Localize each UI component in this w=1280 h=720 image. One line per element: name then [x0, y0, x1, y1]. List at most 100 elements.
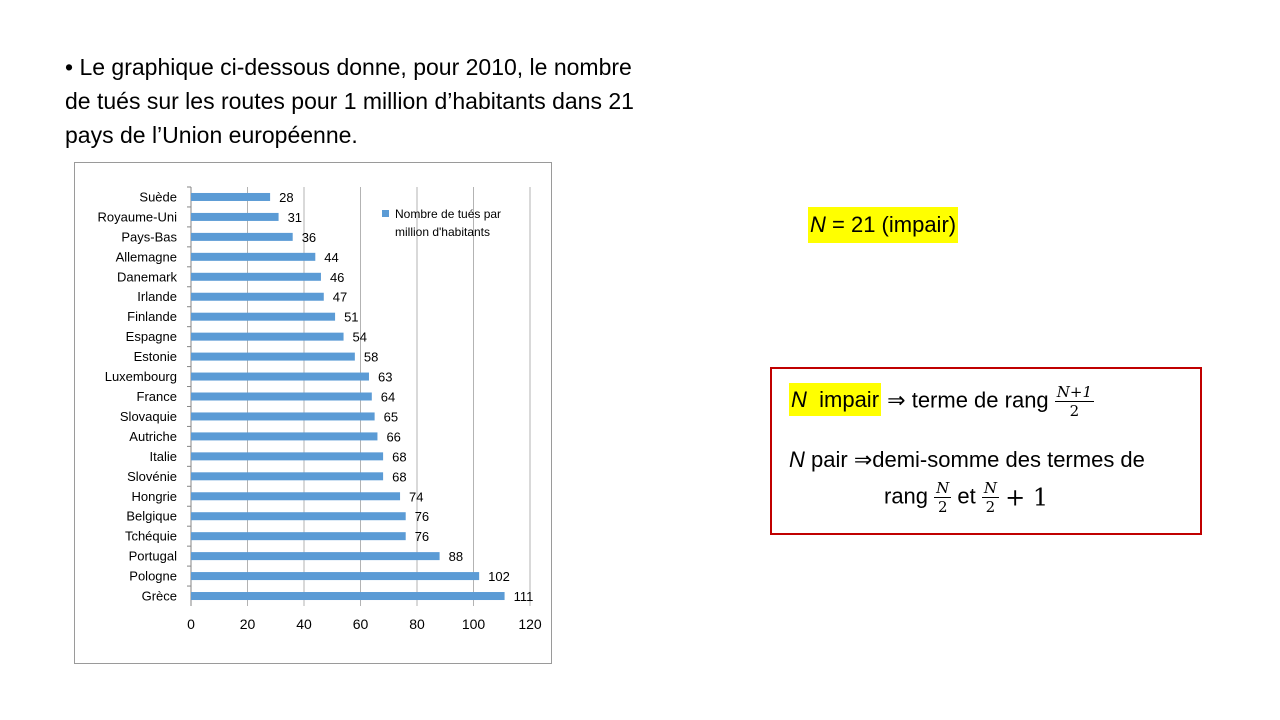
data-label: 76 [415, 509, 429, 524]
bar [191, 232, 293, 241]
data-label: 102 [488, 569, 510, 584]
bar [191, 312, 336, 321]
even-rule-text: demi-somme des termes de [872, 447, 1145, 472]
bar [191, 432, 378, 441]
even-implies-symbol: ⇒ [853, 447, 873, 472]
category-label: Grèce [142, 589, 177, 604]
even-pair-word: pair [804, 447, 854, 472]
data-label: 88 [449, 549, 463, 564]
odd-rule: N impair ⇒ terme de rang N+1 2 [789, 383, 1095, 420]
bar [191, 412, 375, 421]
bar [191, 572, 480, 581]
data-label: 51 [344, 310, 358, 325]
odd-highlight: N impair [789, 383, 882, 417]
bar [191, 252, 316, 261]
bar [191, 512, 406, 521]
data-label: 74 [409, 489, 423, 504]
bullet: • [65, 54, 74, 80]
category-label: Irlande [137, 289, 177, 304]
data-label: 68 [392, 449, 406, 464]
bar [191, 212, 279, 221]
data-label: 76 [415, 529, 429, 544]
x-tick-label: 60 [353, 616, 369, 632]
category-label: Slovaquie [120, 409, 177, 424]
x-tick-label: 80 [409, 616, 425, 632]
odd-impair-word: impair [819, 387, 880, 413]
category-label: Espagne [126, 329, 177, 344]
bar [191, 272, 321, 281]
data-label: 65 [384, 409, 398, 424]
category-label: Belgique [126, 509, 177, 524]
odd-implies-symbol: ⇒ [887, 387, 906, 413]
intro-line-3: pays de l’Union européenne. [65, 122, 358, 148]
even-rule: N pair ⇒demi-somme des termes de [789, 447, 1145, 473]
category-label: Tchéquie [125, 529, 177, 544]
intro-text: • Le graphique ci-dessous donne, pour 20… [65, 50, 705, 152]
x-tick-label: 120 [518, 616, 542, 632]
category-label: Estonie [134, 349, 177, 364]
data-label: 64 [381, 390, 395, 405]
data-label: 47 [333, 290, 347, 305]
intro-line-1: • Le graphique ci-dessous donne, pour 20… [65, 50, 705, 84]
category-label: Allemagne [116, 249, 177, 264]
bar-chart: 0 20 40 60 80 100 120 Suède 28 Royaume-Uni 31 Pays-… [74, 162, 552, 664]
even-et-word: et [951, 483, 982, 509]
category-label: Autriche [129, 429, 177, 444]
category-label: France [137, 389, 177, 404]
x-tick-label: 100 [462, 616, 486, 632]
category-label: Suède [139, 189, 177, 204]
bar [191, 372, 369, 381]
odd-n-symbol: N [791, 387, 807, 413]
bar [191, 552, 440, 561]
x-tick-label: 0 [187, 616, 195, 632]
odd-fraction: N+1 2 [1054, 383, 1095, 420]
data-label: 44 [324, 250, 338, 265]
category-label: Italie [150, 449, 177, 464]
even-fraction-2-denominator: 2 [985, 498, 996, 516]
data-label: 66 [386, 429, 400, 444]
bar [191, 452, 384, 461]
plus-one: + 1 [1005, 483, 1049, 512]
bar [191, 592, 505, 601]
even-rang-word: rang [884, 483, 935, 509]
category-label: Hongrie [131, 489, 177, 504]
bar [191, 392, 372, 401]
bar [191, 192, 271, 201]
data-label: 68 [392, 469, 406, 484]
category-label: Luxembourg [105, 369, 177, 384]
median-rule-box: N impair ⇒ terme de rang N+1 2 N pair ⇒de… [770, 367, 1202, 535]
category-label: Pays-Bas [121, 229, 177, 244]
odd-fraction-numerator: N+1 [1054, 383, 1095, 402]
category-label: Pologne [129, 569, 177, 584]
x-tick-label: 40 [296, 616, 312, 632]
data-label: 111 [514, 589, 534, 604]
category-label: Danemark [117, 269, 177, 284]
bar [191, 332, 344, 341]
data-label: 36 [302, 230, 316, 245]
bar [191, 492, 401, 501]
intro-line-2: de tués sur les routes pour 1 million d’… [65, 88, 634, 114]
n-value-text: = 21 (impair) [825, 212, 957, 237]
even-fraction-1-denominator: 2 [937, 498, 948, 516]
category-label: Slovénie [127, 469, 177, 484]
even-fraction-1-numerator: N [934, 479, 952, 498]
category-label: Finlande [127, 309, 177, 324]
data-label: 63 [378, 370, 392, 385]
data-label: 28 [279, 190, 293, 205]
category-label: Royaume-Uni [98, 209, 178, 224]
bar [191, 352, 355, 361]
data-label: 54 [353, 330, 367, 345]
data-label: 46 [330, 270, 344, 285]
data-label: 58 [364, 350, 378, 365]
legend-label: million d'habitants [395, 225, 490, 239]
legend-swatch [382, 210, 389, 217]
data-label: 31 [288, 210, 302, 225]
even-fraction-2-numerator: N [981, 479, 999, 498]
even-n-symbol: N [789, 447, 805, 472]
n-symbol: N [810, 212, 826, 237]
bar-chart-svg: 0 20 40 60 80 100 120 Suède 28 Royaume-Uni 31 Pays-… [98, 186, 542, 632]
category-label: Portugal [129, 549, 178, 564]
intro-line-1-text: Le graphique ci-dessous donne, pour 2010… [79, 54, 632, 80]
